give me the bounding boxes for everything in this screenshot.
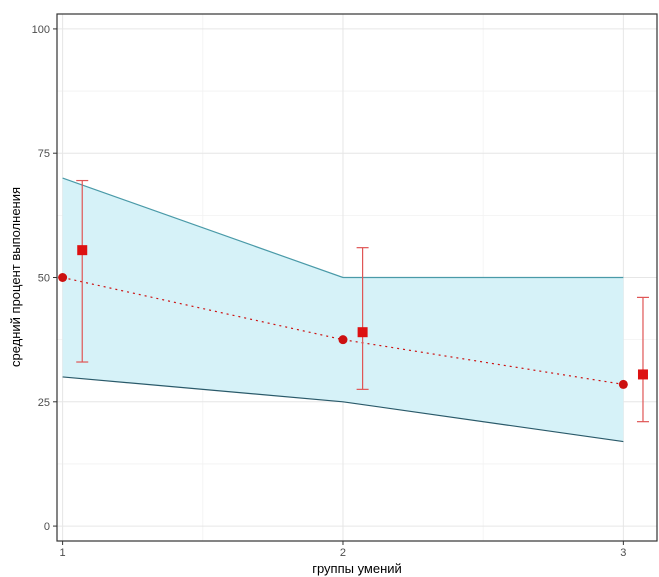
band-lower-line bbox=[62, 376, 624, 443]
square-point bbox=[637, 369, 648, 380]
interval-band bbox=[62, 177, 624, 443]
band-upper-line bbox=[62, 177, 624, 279]
y-tick-label: 0 bbox=[44, 521, 50, 533]
square-point bbox=[77, 245, 88, 256]
square-point bbox=[357, 327, 368, 338]
y-tick-label: 25 bbox=[38, 397, 50, 409]
y-tick-label: 50 bbox=[38, 273, 50, 285]
x-axis: 1 2 3 bbox=[60, 541, 626, 559]
x-tick-label: 3 bbox=[620, 547, 626, 559]
circle-point bbox=[338, 335, 348, 345]
y-tick-label: 100 bbox=[32, 24, 50, 36]
circle-point bbox=[618, 379, 628, 389]
x-tick-label: 1 bbox=[60, 547, 66, 559]
y-tick-label: 75 bbox=[38, 148, 50, 160]
x-axis-title: группы умений bbox=[312, 561, 402, 576]
band-fill bbox=[62, 178, 624, 442]
y-axis-title: средний процент выполнения bbox=[8, 187, 23, 367]
series-layer bbox=[58, 179, 649, 423]
y-axis: 0 25 50 75 100 bbox=[32, 24, 57, 533]
x-tick-label: 2 bbox=[340, 547, 346, 559]
circle-point bbox=[58, 273, 68, 282]
